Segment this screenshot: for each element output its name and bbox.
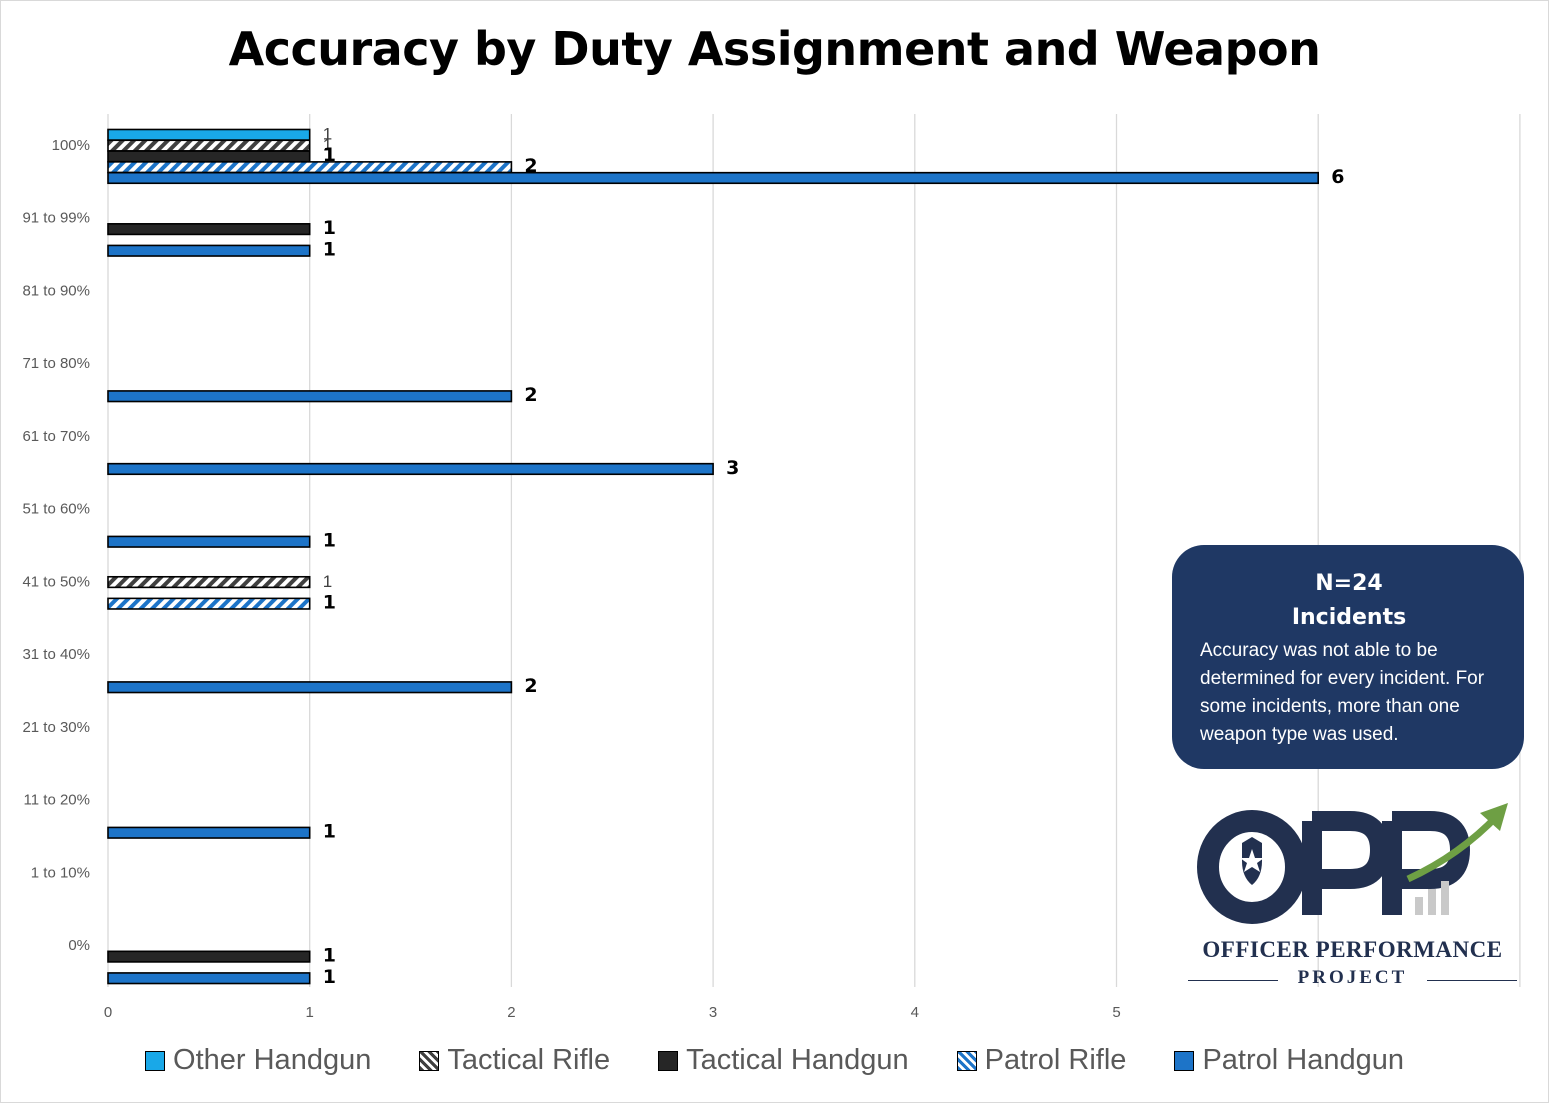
note-count: N=24 bbox=[1315, 571, 1383, 596]
bar-other_handgun bbox=[107, 128, 311, 141]
category-label: 41 to 50% bbox=[22, 573, 90, 590]
legend-swatch bbox=[1174, 1050, 1195, 1071]
logo-letters bbox=[1197, 810, 1471, 924]
data-label: 1 bbox=[323, 144, 336, 166]
growth-arrow-icon bbox=[1406, 812, 1501, 883]
category-label: 100% bbox=[52, 137, 90, 154]
bar-patrol_rifle bbox=[107, 597, 311, 610]
legend-swatch bbox=[956, 1050, 977, 1071]
data-label: 6 bbox=[1331, 166, 1344, 188]
x-tick-label: 2 bbox=[507, 1004, 515, 1021]
category-label: 0% bbox=[68, 937, 90, 954]
data-label: 2 bbox=[524, 384, 537, 406]
legend-item: Tactical Rifle bbox=[419, 1044, 610, 1077]
category-label: 31 to 40% bbox=[22, 646, 90, 663]
note-text: Accuracy was not able to be determined f… bbox=[1200, 640, 1485, 745]
bar-patrol_handgun bbox=[107, 972, 311, 985]
bar-patrol_handgun bbox=[107, 390, 513, 403]
data-label: 2 bbox=[524, 675, 537, 697]
data-label: 1 bbox=[323, 944, 336, 966]
category-label: 71 to 80% bbox=[22, 355, 90, 372]
data-label: 1 bbox=[323, 966, 336, 988]
arrow-head-icon bbox=[1480, 803, 1508, 831]
data-label: 1 bbox=[323, 125, 332, 144]
bar-patrol_handgun bbox=[107, 462, 714, 476]
bars bbox=[107, 128, 1319, 985]
opp-logo: OFFICER PERFORMANCE PROJECT bbox=[1180, 795, 1525, 995]
legend-item: Patrol Handgun bbox=[1174, 1044, 1404, 1077]
value-axis: 0 1 2 3 4 5 bbox=[104, 1004, 1121, 1021]
legend-label: Tactical Handgun bbox=[686, 1044, 909, 1076]
logo-rule-right bbox=[1427, 980, 1517, 981]
data-label: 1 bbox=[323, 217, 336, 239]
bar-tactical_rifle bbox=[107, 139, 311, 152]
logo-text-line2: PROJECT bbox=[1297, 967, 1408, 988]
data-label: 1 bbox=[323, 591, 336, 613]
chart-title: Accuracy by Duty Assignment and Weapon bbox=[228, 22, 1321, 76]
category-label: 11 to 20% bbox=[24, 792, 90, 809]
star-icon bbox=[1240, 849, 1264, 872]
legend-item: Tactical Handgun bbox=[658, 1044, 909, 1077]
opp-logo-mark bbox=[1197, 803, 1508, 924]
legend-swatch bbox=[145, 1050, 166, 1071]
x-tick-label: 1 bbox=[306, 1004, 314, 1021]
bar-tactical_handgun bbox=[107, 150, 311, 163]
category-label: 61 to 70% bbox=[22, 428, 90, 445]
data-label: 1 bbox=[323, 530, 336, 552]
category-label: 51 to 60% bbox=[22, 501, 90, 518]
bar-patrol_handgun bbox=[107, 244, 311, 257]
category-label: 1 to 10% bbox=[31, 864, 90, 881]
note-unit: Incidents bbox=[1291, 605, 1407, 630]
legend: Other Handgun Tactical Rifle Tactical Hand… bbox=[0, 1044, 1549, 1077]
category-label: 91 to 99% bbox=[22, 210, 90, 227]
legend-label: Other Handgun bbox=[173, 1044, 372, 1076]
category-axis: 100% 91 to 99% 81 to 90% 71 to 80% 61 to 70%… bbox=[22, 137, 90, 954]
x-tick-label: 3 bbox=[709, 1004, 717, 1021]
legend-swatch bbox=[419, 1050, 440, 1071]
bar-patrol_handgun bbox=[107, 171, 1319, 185]
data-label: 1 bbox=[323, 239, 336, 261]
legend-item: Other Handgun bbox=[145, 1044, 371, 1077]
logo-text-line1: OFFICER PERFORMANCE bbox=[1202, 937, 1503, 962]
data-label: 1 bbox=[323, 135, 332, 154]
x-tick-label: 5 bbox=[1112, 1004, 1120, 1021]
data-label: 1 bbox=[323, 572, 332, 591]
bar-tactical_handgun bbox=[107, 950, 311, 963]
x-tick-label: 0 bbox=[104, 1004, 112, 1021]
legend-item: Patrol Rifle bbox=[956, 1044, 1127, 1077]
bar-patrol_handgun bbox=[107, 681, 513, 694]
legend-label: Patrol Handgun bbox=[1202, 1044, 1404, 1076]
bar-tactical_rifle bbox=[107, 575, 311, 589]
category-label: 21 to 30% bbox=[22, 719, 90, 736]
bar-patrol_rifle bbox=[107, 161, 513, 174]
logo-rule-left bbox=[1188, 980, 1278, 981]
x-tick-label: 4 bbox=[911, 1004, 919, 1021]
data-label: 1 bbox=[323, 821, 336, 843]
bar-patrol_handgun bbox=[107, 826, 311, 839]
legend-swatch bbox=[658, 1050, 679, 1071]
note-box: N=24 Incidents Accuracy was not able to … bbox=[1172, 545, 1524, 769]
legend-label: Patrol Rifle bbox=[984, 1044, 1127, 1076]
bar-patrol_handgun bbox=[107, 535, 311, 548]
category-label: 81 to 90% bbox=[22, 282, 90, 299]
bar-tactical_handgun bbox=[107, 223, 311, 236]
data-label: 2 bbox=[524, 155, 537, 177]
data-label: 3 bbox=[726, 457, 739, 479]
legend-label: Tactical Rifle bbox=[447, 1044, 611, 1076]
